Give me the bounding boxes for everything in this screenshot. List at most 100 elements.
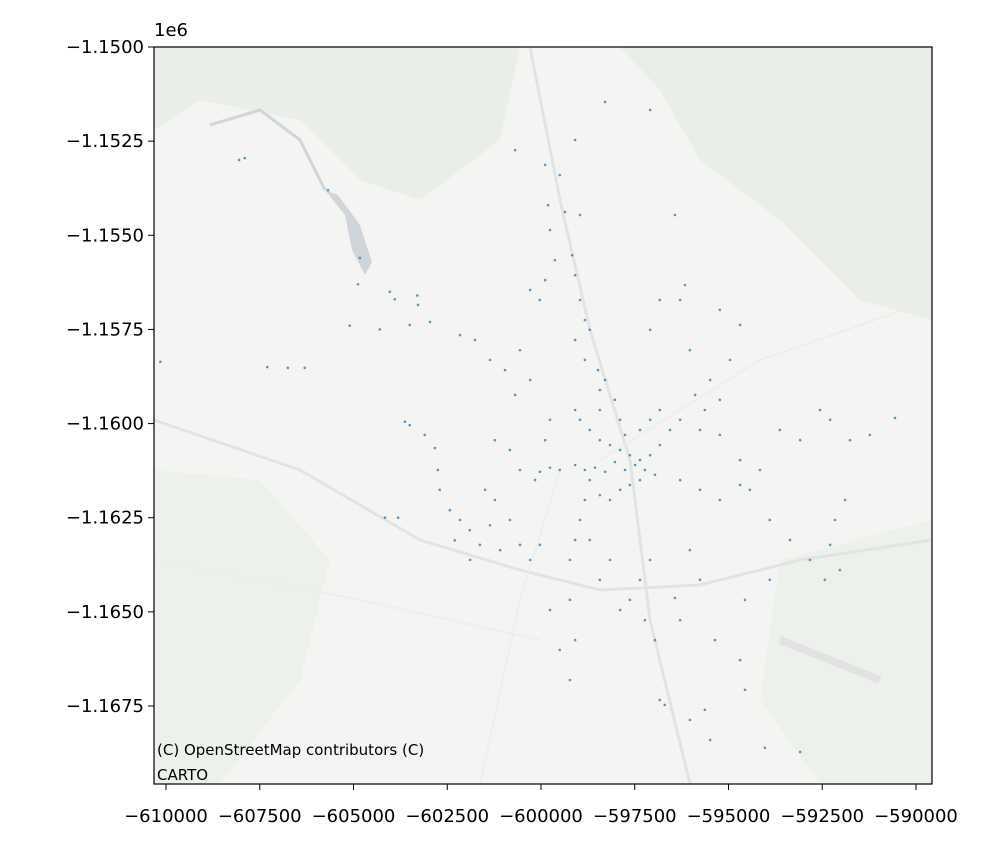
point: [383, 516, 387, 520]
point: [546, 203, 550, 207]
point: [538, 543, 542, 547]
point: [868, 433, 872, 437]
point: [303, 366, 307, 370]
x-tick-label: −605000: [312, 806, 396, 827]
point: [673, 596, 677, 600]
point: [573, 408, 577, 412]
point: [658, 698, 662, 702]
point: [838, 568, 842, 572]
point: [396, 516, 400, 520]
point: [603, 100, 607, 104]
point: [498, 548, 502, 552]
point: [613, 460, 617, 464]
point: [608, 498, 612, 502]
point: [643, 468, 647, 472]
point: [453, 539, 457, 542]
point: [493, 438, 497, 442]
point: [618, 488, 622, 492]
point: [543, 278, 547, 282]
points: [159, 100, 897, 754]
point: [738, 458, 742, 462]
point: [458, 333, 462, 337]
y-tick-label: −1.1550: [66, 225, 144, 246]
point: [648, 558, 652, 562]
point: [583, 318, 587, 322]
point: [688, 718, 692, 722]
point: [573, 138, 577, 142]
point: [326, 188, 330, 192]
point: [488, 358, 492, 362]
point: [503, 368, 507, 372]
point: [808, 558, 812, 562]
point: [518, 348, 522, 352]
point: [356, 282, 360, 286]
point: [408, 323, 412, 327]
point: [763, 746, 767, 750]
point: [578, 518, 582, 522]
point: [538, 298, 542, 302]
point: [828, 418, 832, 422]
x-tick-label: −590000: [874, 806, 958, 827]
point: [237, 158, 241, 162]
point: [478, 543, 482, 547]
point: [358, 256, 362, 260]
point: [518, 543, 522, 547]
point: [378, 328, 382, 331]
point: [798, 750, 802, 754]
point: [558, 173, 562, 177]
y-tick-label: −1.1650: [66, 602, 144, 623]
point: [548, 418, 552, 422]
point: [638, 478, 642, 482]
point: [623, 468, 627, 472]
point: [638, 428, 642, 432]
point: [558, 468, 562, 472]
point: [633, 463, 637, 467]
x-tick-label: −592500: [780, 806, 864, 827]
point: [743, 598, 747, 602]
point: [683, 283, 687, 287]
point: [538, 470, 542, 474]
point: [618, 608, 622, 612]
point: [643, 618, 647, 622]
point: [568, 598, 572, 602]
point: [596, 368, 600, 372]
point: [678, 298, 682, 302]
point: [513, 393, 517, 397]
point: [818, 408, 822, 412]
point: [638, 578, 642, 582]
y-tick-label: −1.1600: [66, 414, 144, 435]
point: [588, 478, 592, 482]
point: [728, 358, 732, 362]
point: [603, 378, 607, 382]
point: [528, 288, 532, 292]
y-tick-label: −1.1625: [66, 508, 144, 529]
point: [658, 443, 662, 447]
point: [568, 558, 572, 562]
point: [573, 338, 577, 342]
point: [243, 156, 247, 160]
point: [548, 608, 552, 612]
point: [678, 478, 682, 482]
point: [416, 303, 420, 307]
point: [265, 365, 269, 369]
point: [588, 328, 592, 332]
point: [593, 466, 597, 469]
point: [768, 578, 772, 582]
point: [653, 473, 657, 477]
point: [768, 518, 772, 522]
point: [708, 378, 712, 382]
x-tick-label: −597500: [593, 806, 677, 827]
point: [703, 708, 707, 712]
point: [488, 523, 492, 527]
y-tick-label: −1.1575: [66, 319, 144, 340]
point: [458, 518, 462, 522]
point: [613, 398, 617, 402]
point: [573, 538, 577, 542]
point: [588, 538, 592, 542]
point: [848, 438, 852, 442]
point: [598, 493, 602, 497]
point: [518, 468, 522, 472]
point: [578, 298, 582, 302]
point: [893, 416, 897, 420]
